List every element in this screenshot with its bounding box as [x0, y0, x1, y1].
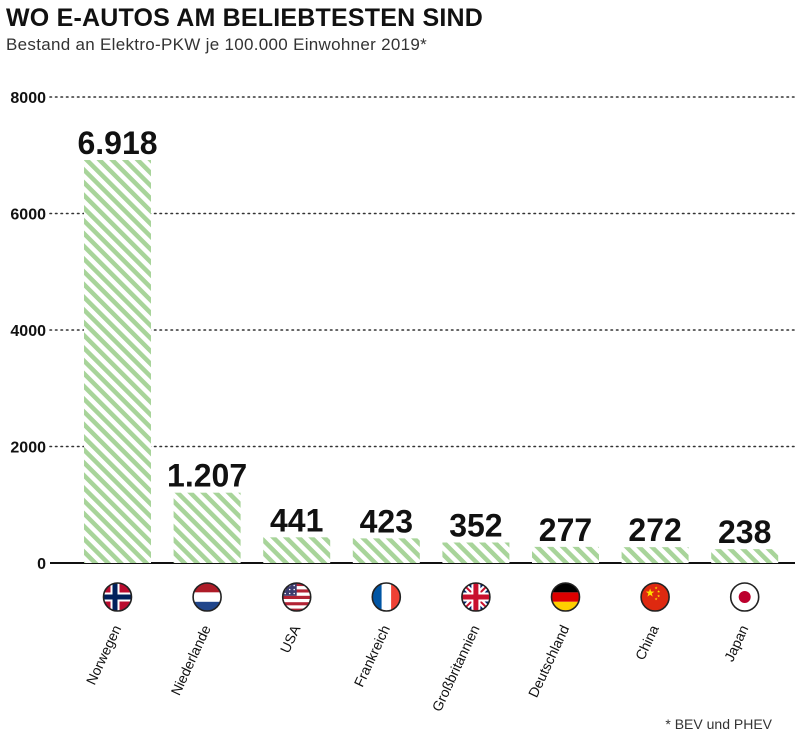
- value-label: 238: [718, 514, 771, 550]
- y-tick-label: 6000: [10, 207, 46, 224]
- y-tick-label: 8000: [10, 90, 46, 107]
- footnote: * BEV und PHEV: [665, 716, 772, 732]
- norway-flag-icon: [102, 582, 133, 612]
- category-label: Norwegen: [83, 623, 124, 688]
- bar: [711, 549, 779, 563]
- value-label: 441: [270, 502, 323, 538]
- bar: [621, 547, 689, 563]
- chart-title: WO E-AUTOS AM BELIEBTESTEN SIND: [6, 4, 484, 32]
- value-label: 352: [449, 507, 502, 543]
- value-label: 272: [628, 512, 681, 548]
- category-label: Japan: [721, 623, 752, 664]
- category-label: USA: [277, 622, 304, 655]
- china-flag-icon: [640, 582, 670, 612]
- uk-flag-icon: [461, 582, 491, 612]
- category-labels: Norwegen Niederlande USA Frankreich Großbrit…: [83, 622, 752, 714]
- value-label: 1.207: [167, 458, 247, 494]
- value-labels: 6.918 1.207 441 423 352 277 272 238: [77, 125, 771, 550]
- bar: [84, 160, 151, 564]
- value-label: 277: [539, 512, 592, 548]
- netherlands-flag-icon: [192, 582, 222, 612]
- bar: [442, 542, 510, 563]
- france-flag-icon: [371, 582, 402, 612]
- bar: [173, 492, 241, 563]
- japan-flag-icon: [729, 582, 760, 612]
- category-label: Deutschland: [525, 623, 572, 700]
- category-label: Frankreich: [351, 623, 393, 690]
- category-label: Großbritannien: [429, 623, 483, 714]
- category-label: China: [632, 622, 662, 662]
- bar: [263, 537, 331, 563]
- y-tick-label: 4000: [10, 323, 46, 340]
- usa-flag-icon: [281, 582, 312, 612]
- category-label: Niederlande: [167, 622, 213, 697]
- chart-subtitle: Bestand an Elektro-PKW je 100.000 Einwoh…: [6, 35, 428, 54]
- y-tick-label: 2000: [10, 440, 46, 457]
- bar: [352, 538, 420, 563]
- value-label: 6.918: [77, 125, 157, 161]
- germany-flag-icon: [550, 582, 581, 612]
- bars: [84, 160, 779, 564]
- bar: [532, 546, 599, 563]
- value-label: 423: [360, 503, 413, 539]
- flags: [102, 582, 760, 612]
- y-tick-label: 0: [37, 556, 46, 573]
